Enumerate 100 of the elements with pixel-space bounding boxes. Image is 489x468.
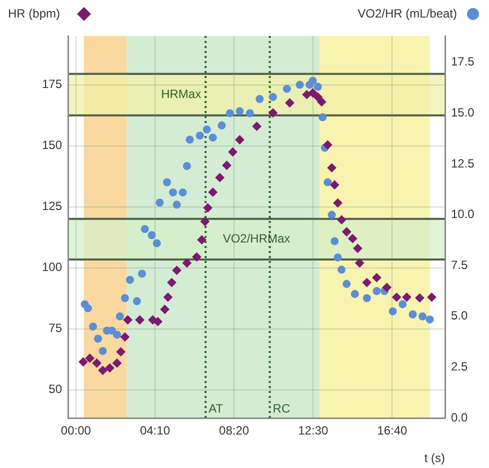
- point: [182, 162, 191, 170]
- x-tick-label: 08:20: [219, 424, 250, 438]
- point: [324, 178, 332, 186]
- point: [203, 203, 212, 212]
- point: [392, 292, 402, 302]
- point: [94, 334, 102, 343]
- point: [167, 278, 176, 288]
- point: [120, 294, 129, 302]
- point: [252, 122, 262, 131]
- point: [308, 88, 318, 98]
- x-tick-label: 12:30: [298, 424, 328, 438]
- point: [426, 315, 434, 324]
- point: [427, 292, 436, 302]
- point: [328, 210, 336, 219]
- x-axis-title: t (s): [424, 451, 445, 466]
- point: [172, 266, 182, 275]
- point: [342, 227, 352, 236]
- point: [333, 198, 342, 208]
- point: [282, 84, 291, 93]
- point: [169, 188, 178, 196]
- point: [313, 92, 322, 102]
- y-tick-label: 175: [42, 77, 62, 92]
- point: [398, 300, 407, 308]
- band-label: HRMax: [161, 86, 202, 101]
- point: [372, 273, 382, 282]
- point: [172, 200, 181, 209]
- point: [152, 239, 161, 248]
- point: [208, 188, 218, 197]
- y2-tick-label: 17.5: [451, 54, 475, 69]
- point: [85, 354, 94, 363]
- point: [98, 366, 108, 375]
- point: [160, 304, 170, 314]
- point: [138, 270, 146, 278]
- x-tick-label: 04:10: [140, 424, 170, 438]
- point: [88, 322, 97, 331]
- point: [162, 178, 171, 186]
- legend-label: VO2/HR (mL/beat): [358, 6, 458, 20]
- point: [113, 330, 122, 339]
- point: [218, 121, 226, 130]
- point: [182, 258, 192, 268]
- point: [402, 292, 412, 302]
- point: [415, 293, 424, 302]
- point: [92, 358, 102, 368]
- point: [334, 253, 342, 262]
- point: [197, 235, 206, 244]
- point: [116, 347, 126, 356]
- point: [192, 252, 202, 262]
- point: [235, 135, 244, 144]
- y2-tick-label: 0.0: [451, 410, 468, 424]
- point: [126, 276, 134, 284]
- point: [98, 346, 107, 355]
- point: [178, 188, 187, 196]
- point: [330, 237, 339, 246]
- point: [418, 312, 427, 320]
- y-tick-label: 75: [48, 321, 62, 336]
- point: [353, 244, 362, 253]
- point: [362, 294, 371, 302]
- point: [105, 363, 114, 372]
- point: [120, 332, 130, 342]
- point: [342, 280, 351, 288]
- point: [362, 278, 372, 288]
- point: [323, 140, 332, 150]
- point: [296, 80, 304, 89]
- y-tick-label: 50: [48, 382, 62, 396]
- point: [228, 147, 238, 156]
- point: [236, 107, 244, 116]
- point: [348, 234, 358, 244]
- point: [78, 357, 88, 366]
- point: [112, 358, 122, 368]
- point: [200, 217, 210, 226]
- y2-tick-label: 2.5: [451, 360, 468, 374]
- point: [350, 290, 359, 298]
- point: [132, 297, 141, 306]
- point: [268, 108, 278, 118]
- x-tick-label: 16:40: [377, 424, 408, 438]
- point: [148, 231, 156, 240]
- point: [163, 292, 172, 302]
- point: [246, 109, 254, 118]
- point: [202, 125, 211, 134]
- legend-label: HR (bpm): [8, 6, 60, 20]
- point: [256, 94, 264, 103]
- point: [186, 136, 194, 144]
- point: [116, 312, 124, 320]
- point: [268, 92, 277, 101]
- point: [140, 225, 149, 234]
- point: [388, 307, 397, 316]
- point: [222, 160, 232, 170]
- point: [314, 82, 322, 91]
- point: [327, 163, 336, 172]
- point: [338, 266, 346, 274]
- y2-tick-label: 15.0: [451, 106, 475, 120]
- y2-tick-label: 12.5: [451, 156, 475, 170]
- y-tick-label: 150: [42, 138, 62, 152]
- point: [330, 180, 340, 190]
- point: [382, 282, 392, 292]
- point: [355, 258, 364, 268]
- point: [226, 109, 234, 118]
- ref-line-label: RC: [272, 401, 290, 416]
- point: [318, 113, 327, 122]
- point: [156, 198, 164, 207]
